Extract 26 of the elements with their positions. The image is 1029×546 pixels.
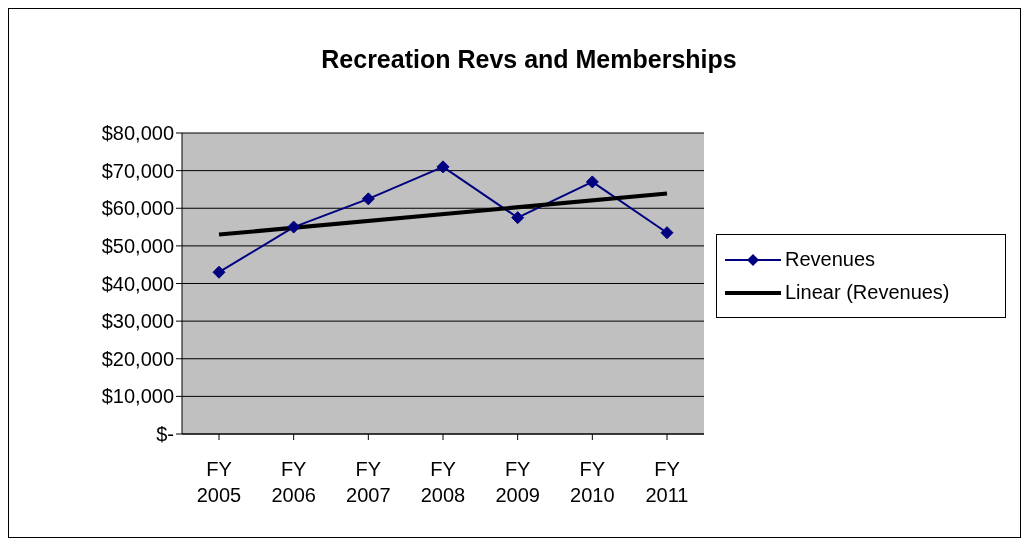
x-tick-label: FY 2007 xyxy=(346,458,391,506)
y-tick-label: $- xyxy=(156,423,174,446)
x-tick-label: FY 2009 xyxy=(495,458,540,506)
y-tick-label: $40,000 xyxy=(101,272,174,295)
x-tick-label: FY 2011 xyxy=(645,458,689,506)
x-tick-label: FY 2008 xyxy=(420,458,466,506)
y-tick-label: $20,000 xyxy=(101,347,174,370)
y-tick-label: $60,000 xyxy=(101,197,174,220)
x-tick-label: FY 2010 xyxy=(570,458,615,506)
x-tick-label: FY 2006 xyxy=(271,458,316,506)
point xyxy=(660,226,674,240)
x-tick-label: FY 2005 xyxy=(196,458,242,506)
y-tick-label: $80,000 xyxy=(101,122,174,145)
point xyxy=(585,175,599,189)
chart-title: Recreation Revs and Memberships xyxy=(320,45,738,74)
legend-label: Linear (Revenues) xyxy=(785,281,950,304)
point xyxy=(511,211,525,225)
y-tick-label: $50,000 xyxy=(101,234,174,257)
y-tick-label: $70,000 xyxy=(101,159,174,182)
point xyxy=(212,265,226,279)
point xyxy=(436,160,450,174)
y-tick-label: $10,000 xyxy=(101,385,174,408)
legend-label: Revenues xyxy=(785,248,876,271)
y-tick-label: $30,000 xyxy=(101,310,174,333)
point xyxy=(287,220,301,234)
point xyxy=(361,192,375,206)
